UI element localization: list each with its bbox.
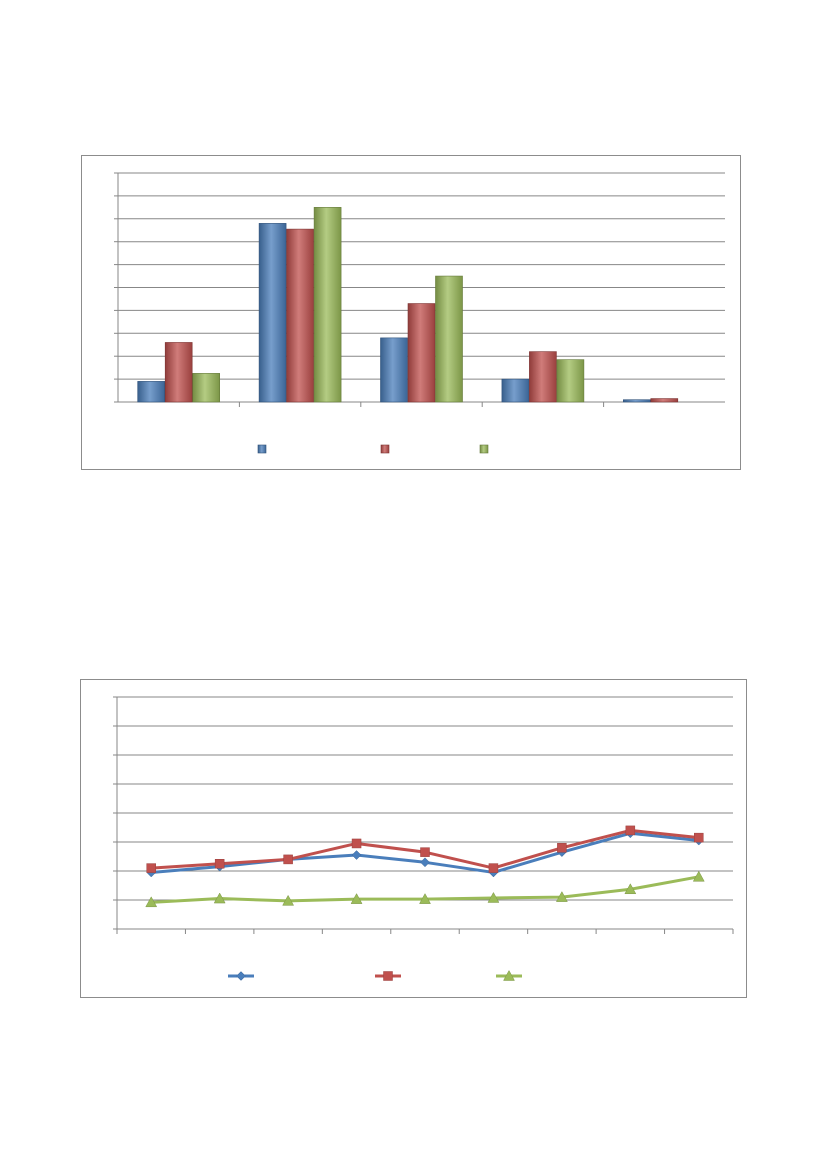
line-point [283, 854, 293, 865]
bar-mark [435, 275, 463, 403]
bar-mark [258, 223, 287, 403]
line-point [694, 832, 704, 843]
line-point [351, 850, 362, 860]
bar-legend-swatch [479, 444, 489, 454]
bar-legend-swatch [257, 444, 267, 454]
bar-mark [137, 381, 166, 403]
bar-mark [380, 337, 408, 403]
line-point [420, 857, 430, 868]
bar-mark [164, 342, 193, 403]
bar-legend [257, 444, 489, 454]
line-point [214, 859, 225, 869]
line-point [282, 894, 295, 906]
line-series [146, 825, 704, 873]
line-point [503, 969, 515, 981]
line-series [145, 870, 705, 908]
line-point [383, 971, 393, 981]
bar-mark [650, 398, 679, 403]
line-point [488, 863, 499, 873]
line-chart [80, 679, 747, 998]
bar-mark [407, 303, 436, 403]
line-point [624, 883, 637, 895]
bar-legend-swatch [380, 444, 390, 454]
line-point [350, 893, 363, 904]
bar-mark [529, 351, 557, 403]
bar-mark [556, 359, 585, 403]
line-gridlines [113, 696, 733, 930]
line-point [420, 847, 430, 857]
bar-chart-plot [114, 172, 725, 454]
line-point [236, 971, 246, 981]
bar-marks [137, 207, 679, 403]
line-legend [228, 969, 522, 981]
bar-mark [501, 378, 530, 403]
line-point [419, 893, 431, 904]
line-point [213, 892, 226, 904]
line-point [146, 863, 156, 873]
line-point [555, 891, 568, 902]
bar-mark [313, 207, 342, 403]
line-point [487, 891, 500, 903]
line-point [625, 825, 636, 836]
line-point [351, 838, 362, 849]
bar-chart [81, 155, 741, 470]
bar-mark [622, 399, 651, 403]
line-point [692, 870, 705, 882]
bar-mark [192, 373, 220, 403]
line-point [145, 896, 158, 908]
line-point [557, 843, 567, 853]
line-chart-plot [113, 696, 734, 981]
bar-mark [286, 228, 314, 403]
